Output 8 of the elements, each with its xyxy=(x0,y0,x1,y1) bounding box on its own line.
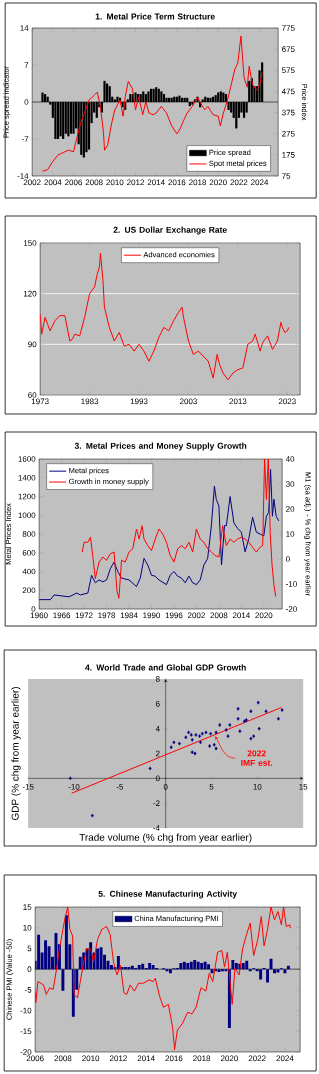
chart-title: 4. World Trade and Global GDP Growth xyxy=(85,664,246,671)
annotation: 2022 IMF est. xyxy=(241,750,273,766)
chart-title: 5. Chinese Manufacturing Activity xyxy=(98,890,237,899)
chart-title: 1. Metal Price Term Structure xyxy=(95,13,215,20)
x-axis-title: Trade volume (% chg from year earlier) xyxy=(79,833,252,843)
chart-title: 3. Metal Prices and Money Supply Growth xyxy=(74,442,247,451)
y-axis-title: GDP (% chg from year earlier) xyxy=(11,687,21,820)
chart-title: 2. US Dollar Exchange Rate xyxy=(113,226,227,235)
